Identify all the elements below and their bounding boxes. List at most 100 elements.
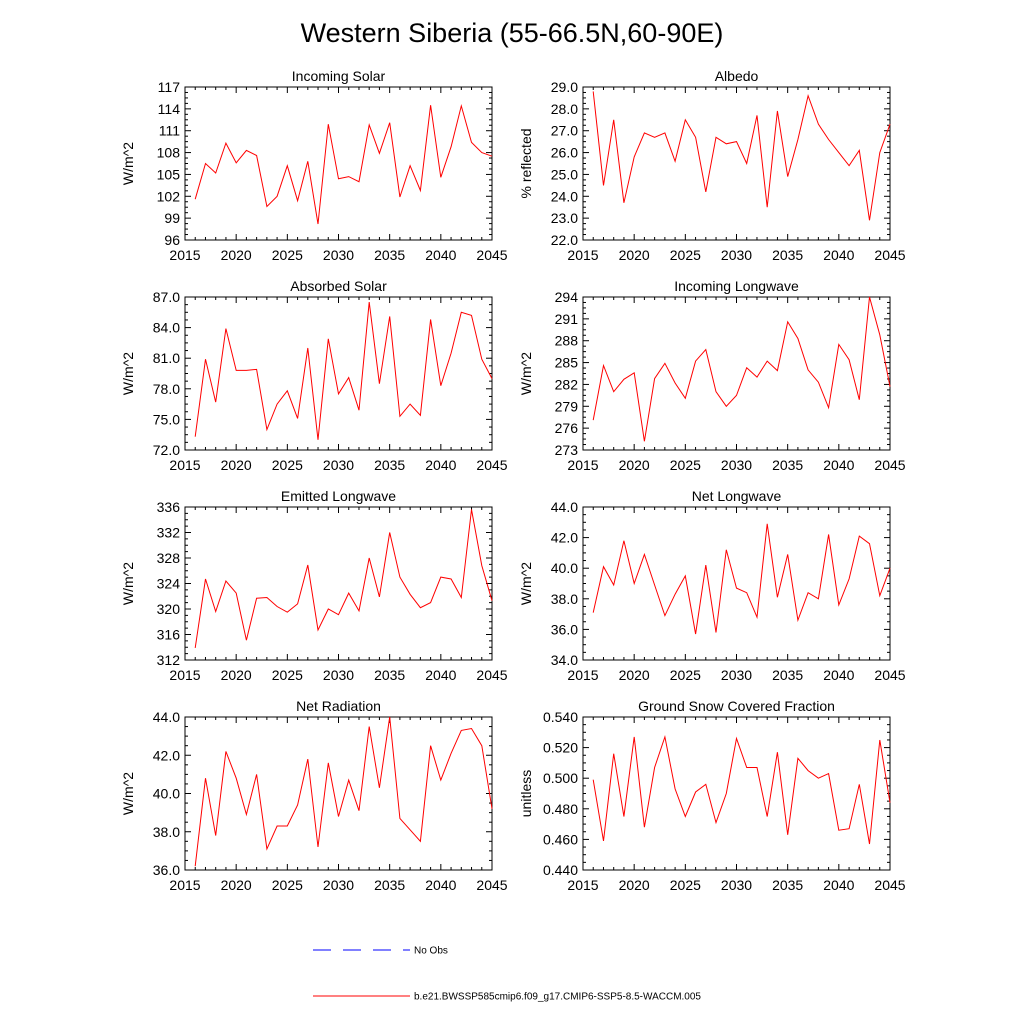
data-point [420,415,422,417]
y-tick-label: 81.0 [153,350,180,366]
y-tick-label: 273 [555,442,579,458]
chart-panel: Emitted Longwave W/m^2 2015 2020 2025 2030 203… [120,488,508,683]
data-point [348,592,350,594]
data-point [685,119,687,121]
data-point [869,543,871,545]
data-point [276,195,278,197]
data-point [715,632,717,634]
y-axis-label: unitless [518,770,534,817]
data-point [603,840,605,842]
data-point [664,132,666,134]
data-point [685,816,687,818]
data-point [409,165,411,167]
x-tick-label: 2015 [169,667,200,683]
x-tick-label: 2025 [670,247,701,263]
data-point [194,647,196,649]
data-point [338,614,340,616]
panel-title: Absorbed Solar [290,278,387,294]
data-point [848,578,850,580]
x-tick-label: 2025 [272,457,303,473]
data-point [256,774,258,776]
data-point [307,564,309,566]
data-point [348,377,350,379]
y-tick-label: 42.0 [153,747,180,763]
x-tick-label: 2040 [425,247,456,263]
data-point [705,191,707,193]
x-tick-label: 2020 [221,667,252,683]
y-tick-label: 288 [555,333,579,349]
data-point [756,616,758,618]
x-tick-label: 2015 [567,247,598,263]
data-point [430,104,432,106]
data-point [256,597,258,599]
figure-title: Western Siberia (55-66.5N,60-90E) [301,18,724,48]
y-tick-label: 279 [555,398,579,414]
data-point [623,202,625,204]
x-tick-label: 2020 [221,457,252,473]
data-point [420,841,422,843]
data-point [420,190,422,192]
data-point [481,152,483,154]
y-tick-label: 316 [157,627,181,643]
data-point [389,716,391,718]
data-point [266,206,268,208]
data-point [807,369,809,371]
x-tick-label: 2030 [323,247,354,263]
data-point [725,143,727,145]
data-point [777,370,779,372]
y-tick-label: 72.0 [153,442,180,458]
series-line [194,716,493,867]
chart-panel: Net Longwave W/m^2 2015 2020 2025 2030 2035 204… [518,488,906,683]
x-tick-label: 2040 [823,667,854,683]
data-point [297,200,299,202]
data-point [399,196,401,198]
chart-panel: Absorbed Solar W/m^2 2015 2020 2025 2030 2035 2… [120,278,508,473]
data-point [828,773,830,775]
data-point [215,835,217,837]
data-point [420,607,422,609]
x-tick-label: 2040 [425,877,456,893]
x-tick-label: 2045 [476,877,507,893]
data-point [440,576,442,578]
series-line [592,91,891,221]
panel-title: Albedo [715,68,759,84]
x-tick-label: 2030 [721,667,752,683]
x-tick-label: 2015 [567,457,598,473]
data-point [379,153,381,155]
data-point [379,596,381,598]
data-point [368,124,370,126]
y-axis-label: W/m^2 [518,352,534,395]
data-point [685,575,687,577]
chart-panel: Incoming Longwave W/m^2 2015 2020 2025 2030 20… [518,278,906,473]
y-tick-label: 102 [157,188,181,204]
y-tick-label: 282 [555,376,579,392]
panel-title: Net Radiation [296,698,381,714]
data-point [818,123,820,125]
data-point [450,146,452,148]
data-point [766,816,768,818]
data-point [787,176,789,178]
data-point [777,751,779,753]
data-point [644,826,646,828]
data-point [317,629,319,631]
x-tick-label: 2030 [721,457,752,473]
y-axis-label: % reflected [518,128,534,198]
x-tick-label: 2015 [169,457,200,473]
data-point [736,395,738,397]
y-tick-label: 40.0 [551,560,578,576]
data-point [461,730,463,732]
chart-panel: Incoming Solar W/m^2 2015 2020 2025 2030 2035 2… [120,68,508,263]
data-point [307,347,309,349]
data-point [889,386,891,388]
data-point [818,598,820,600]
data-point [246,150,248,152]
data-point [715,391,717,393]
data-point [633,583,635,585]
data-point [603,365,605,367]
data-point [348,176,350,178]
data-point [725,793,727,795]
data-point [409,403,411,405]
data-point [358,181,360,183]
